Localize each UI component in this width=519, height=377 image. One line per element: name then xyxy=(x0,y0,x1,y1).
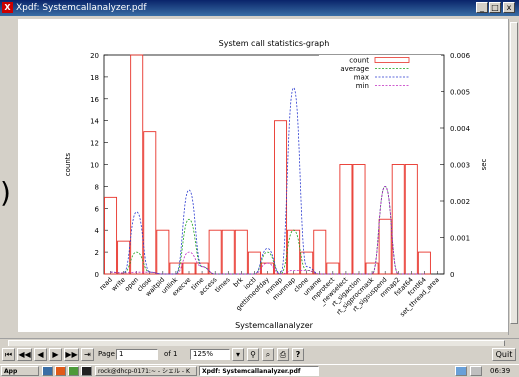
y-tick-label: 2 xyxy=(95,249,99,257)
desktop-icon[interactable] xyxy=(42,366,53,376)
chart-title: System call statistics-graph xyxy=(219,39,330,48)
legend-label: max xyxy=(354,74,369,82)
y2-tick-label: 0.001 xyxy=(450,235,470,243)
vertical-scrollbar[interactable] xyxy=(508,19,518,335)
volume-icon[interactable] xyxy=(470,366,482,376)
binoculars-icon[interactable]: ⌕ xyxy=(262,348,274,361)
page-number-input[interactable]: 1 xyxy=(116,349,158,360)
page-count-label: of 1 xyxy=(164,350,178,358)
count-bar xyxy=(117,240,131,275)
back-10-pages-icon[interactable]: ◀◀ xyxy=(17,348,32,361)
taskbar-item-xpdf[interactable]: Xpdf: Systemcallanalyzer.pdf xyxy=(199,366,319,376)
count-bar xyxy=(247,251,261,275)
y-tick-label: 6 xyxy=(95,205,100,213)
y-tick-label: 10 xyxy=(90,162,99,170)
x-tick-label: times xyxy=(213,275,232,294)
help-icon[interactable]: ? xyxy=(292,348,304,361)
page-label: Page xyxy=(98,350,115,358)
y2-tick-label: 0.005 xyxy=(450,89,470,97)
count-bar xyxy=(182,262,196,275)
legend-label: min xyxy=(356,82,369,90)
series-line-min xyxy=(110,185,425,275)
print-icon[interactable]: ⎙ xyxy=(277,348,289,361)
count-bar xyxy=(104,196,118,275)
count-bar xyxy=(417,251,431,275)
y2-axis-label: sec xyxy=(480,158,488,170)
count-bar xyxy=(339,164,353,275)
browser-icon[interactable] xyxy=(55,366,66,376)
start-button[interactable]: App xyxy=(1,366,39,376)
forward-10-pages-icon[interactable]: ▶▶ xyxy=(64,348,79,361)
zoom-dropdown-icon[interactable]: ▾ xyxy=(232,348,244,361)
maximize-button[interactable]: □ xyxy=(489,2,501,13)
minimize-button[interactable]: _ xyxy=(476,2,488,13)
pdf-page: System call statistics-graph 0 2 4 6 8 10 12 14 1… xyxy=(18,19,508,332)
count-bar xyxy=(378,218,392,275)
xpdf-toolbar: ⏮ ◀◀ ◀ ▶ ▶▶ ⇥ Page 1 of 1 125% ▾ ⚲ ⌕ ⎙ ?… xyxy=(0,346,519,364)
vertical-scroll-thumb[interactable] xyxy=(510,22,518,324)
count-bar xyxy=(143,131,157,275)
count-bar xyxy=(156,229,170,275)
count-bar xyxy=(274,120,288,275)
y-tick-label: 4 xyxy=(95,227,100,235)
window-title: Xpdf: Systemcallanalyzer.pdf xyxy=(16,3,147,13)
y-tick-label: 0 xyxy=(95,271,99,279)
count-bar xyxy=(221,229,235,275)
y2-tick-label: 0.003 xyxy=(450,162,470,170)
y-tick-label: 8 xyxy=(95,183,99,191)
taskbar-item-terminal[interactable]: rock@dhcp-0171:~ - シェル - K xyxy=(95,366,197,376)
count-bar xyxy=(404,164,418,275)
legend-box xyxy=(319,55,441,93)
legend-swatch xyxy=(374,57,410,63)
y2-tick-label: 0 xyxy=(450,271,454,279)
count-bar xyxy=(352,164,366,275)
clock: 06:39 xyxy=(490,367,511,375)
zoom-select[interactable]: 125% xyxy=(190,349,230,360)
previous-page-icon[interactable]: ◀ xyxy=(34,348,47,361)
y2-tick-label: 0.002 xyxy=(450,198,470,206)
quit-button[interactable]: Quit xyxy=(492,348,516,361)
count-bar xyxy=(208,229,222,275)
mail-icon[interactable] xyxy=(68,366,79,376)
count-bar xyxy=(130,54,144,275)
count-bar xyxy=(260,262,274,275)
count-bar xyxy=(313,229,327,275)
y2-tick-label: 0.004 xyxy=(450,125,471,133)
count-bar xyxy=(234,229,248,275)
go-to-page-icon[interactable]: ⇥ xyxy=(81,348,94,361)
window-titlebar: X Xpdf: Systemcallanalyzer.pdf _ □ x xyxy=(0,0,519,16)
find-icon[interactable]: ⚲ xyxy=(247,348,259,361)
next-page-icon[interactable]: ▶ xyxy=(49,348,62,361)
legend-label: count xyxy=(349,57,369,65)
y-tick-label: 12 xyxy=(90,140,99,148)
legend-label: average xyxy=(340,65,369,73)
first-page-icon[interactable]: ⏮ xyxy=(2,348,15,361)
y-tick-label: 20 xyxy=(90,52,99,60)
count-bar xyxy=(300,251,314,275)
network-icon[interactable] xyxy=(455,366,467,376)
count-bar xyxy=(195,262,209,275)
y-axis-label: counts xyxy=(64,152,72,176)
syscall-chart: System call statistics-graph 0 2 4 6 8 10 12 14 1… xyxy=(64,39,488,330)
x-tick-label: write xyxy=(110,276,127,293)
close-button[interactable]: x xyxy=(503,2,515,13)
x-axis-label: Systemcallanalyzer xyxy=(235,321,314,330)
y2-tick-label: 0.006 xyxy=(450,52,471,60)
y-tick-label: 18 xyxy=(90,74,99,82)
left-edge-glyph: ) xyxy=(0,176,11,209)
xpdf-app-icon[interactable]: X xyxy=(2,2,13,13)
y-tick-label: 16 xyxy=(90,96,99,104)
terminal-icon[interactable] xyxy=(81,366,92,376)
taskbar: App rock@dhcp-0171:~ - シェル - K Xpdf: Sys… xyxy=(0,364,519,377)
y-tick-label: 14 xyxy=(90,118,99,126)
